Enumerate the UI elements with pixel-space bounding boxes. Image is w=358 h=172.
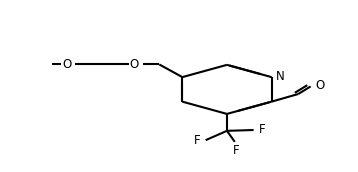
Text: F: F [194,134,201,147]
Text: F: F [233,144,240,157]
Text: O: O [62,58,72,71]
Text: O: O [130,58,139,71]
Text: O: O [316,79,325,92]
Text: N: N [276,70,285,83]
Text: F: F [258,123,265,137]
